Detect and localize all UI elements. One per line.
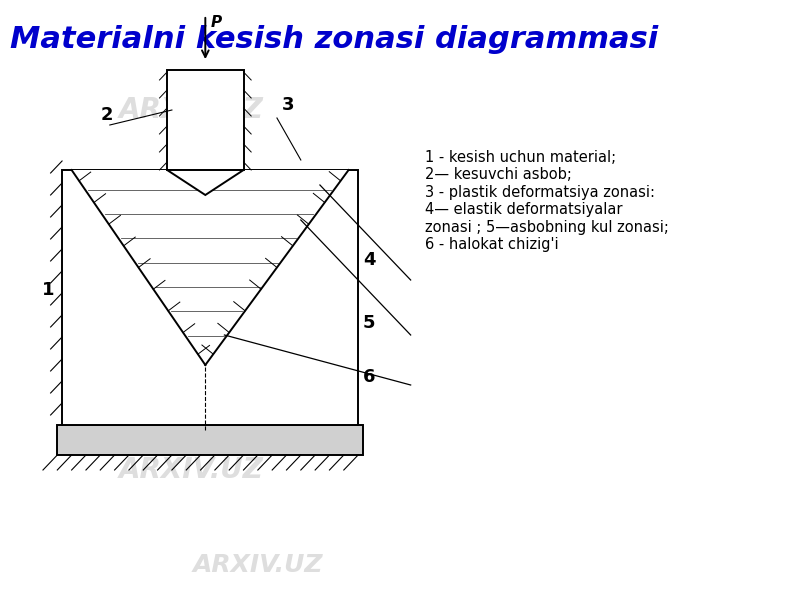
Bar (167, 70, 243, 170)
Bar (62, 170, 358, 425)
Text: ARXIV.UZ: ARXIV.UZ (118, 456, 263, 484)
Text: ARXIV.UZ: ARXIV.UZ (118, 96, 263, 124)
Text: 2: 2 (100, 106, 113, 124)
Text: 3: 3 (282, 96, 294, 114)
Polygon shape (167, 170, 243, 195)
Text: ARXIV.UZ: ARXIV.UZ (193, 553, 323, 577)
Text: 1 - kesish uchun material;
2— kesuvchi asbob;
3 - plastik deformatsiya zonasi:
4: 1 - kesish uchun material; 2— kesuvchi a… (425, 150, 669, 252)
Text: 6: 6 (363, 368, 375, 386)
Text: 5: 5 (363, 314, 375, 332)
Text: P: P (211, 15, 222, 30)
Text: Materialni kesish zonasi diagrammasi: Materialni kesish zonasi diagrammasi (10, 25, 658, 54)
Polygon shape (62, 170, 358, 365)
Text: 1: 1 (42, 281, 54, 299)
Bar (58, 425, 363, 455)
Text: 4: 4 (363, 251, 375, 269)
